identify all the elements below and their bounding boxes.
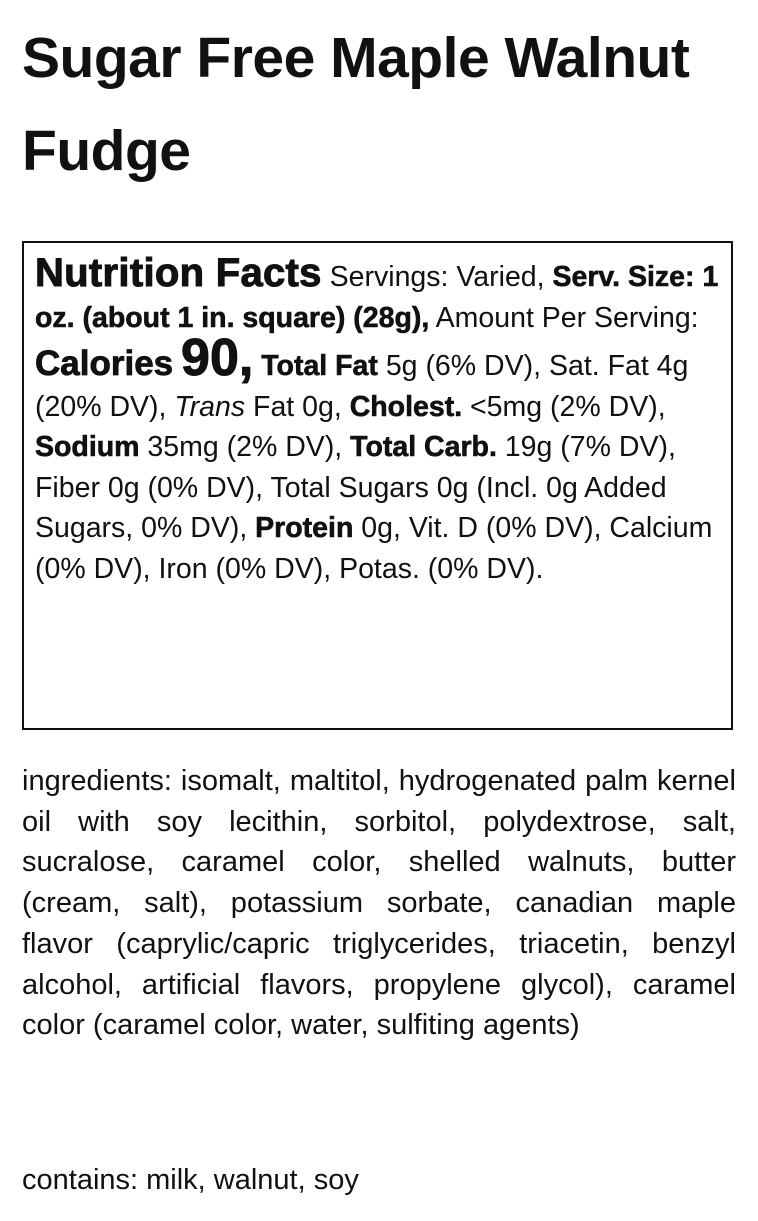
cholesterol-label: Cholest. <box>349 390 463 423</box>
servings: Servings: Varied, <box>321 261 553 293</box>
trans-fat-label: Trans <box>174 390 246 423</box>
protein-value: 0g, Vit. D (0% DV), Calcium (0% DV), Iro… <box>35 512 713 585</box>
total-carb-label: Total Carb. <box>350 431 497 464</box>
nutrition-facts-heading: Nutrition Facts <box>35 251 322 295</box>
calories-value: 90, <box>181 329 254 387</box>
trans-fat-value: Fat 0g, <box>245 390 350 423</box>
nutrition-facts-text: Nutrition Facts Servings: Varied, Serv. … <box>35 251 719 589</box>
sodium-value: 35mg (2% DV), <box>139 431 351 463</box>
total-fat-label: Total Fat <box>261 350 378 383</box>
ingredients-list: ingredients: isomalt, maltitol, hydrogen… <box>22 765 736 1042</box>
nutrition-facts-panel: Nutrition Facts Servings: Varied, Serv. … <box>22 241 733 730</box>
amount-per-serving: Amount Per Serving: <box>429 301 699 334</box>
total-fat-value: 5g (6% DV), Sat. Fat 4g (20% DV), <box>35 350 689 423</box>
protein-label: Protein <box>255 512 354 545</box>
cholesterol-value: <5mg (2% DV), <box>462 390 666 423</box>
product-title: Sugar Free Maple Walnut Fudge <box>22 26 690 183</box>
allergen-statement: contains: milk, walnut, soy <box>22 1164 359 1196</box>
serving-size: Serv. Size: 1 oz. (about 1 in. square) (… <box>35 261 719 334</box>
calories-label: Calories <box>35 344 174 384</box>
sodium-label: Sodium <box>35 431 140 464</box>
total-carb-value: 19g (7% DV), Fiber 0g (0% DV), Total Sug… <box>35 431 676 544</box>
